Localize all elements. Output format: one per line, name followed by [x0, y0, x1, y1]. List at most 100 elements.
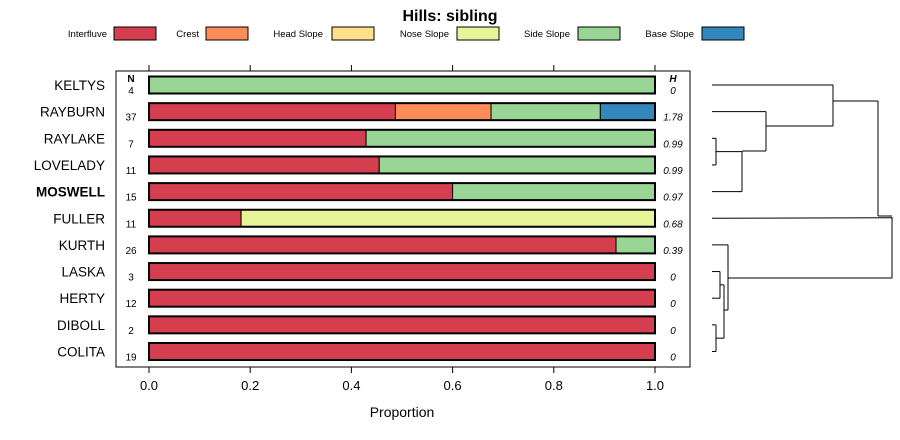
row-h-value: 0	[670, 273, 676, 284]
bar-segment-interfluve	[148, 155, 380, 174]
row-h-value: 0.39	[663, 246, 683, 257]
bar-segment-side-slope	[490, 102, 601, 121]
row-n-value: 15	[125, 193, 137, 204]
bar-outline	[148, 342, 656, 361]
row-h-value: 1.78	[663, 113, 683, 124]
bar-segment-side-slope	[452, 182, 656, 201]
bar-outline	[148, 155, 656, 175]
row-n-value: 37	[125, 113, 137, 124]
bar-row-fuller: FULLER 11 0.68	[53, 208, 683, 230]
row-label: RAYBURN	[40, 105, 105, 120]
row-n-value: 2	[128, 326, 134, 337]
legend-swatch-base-slope	[701, 26, 745, 41]
bar-outline	[148, 182, 656, 202]
row-h-value: 0	[670, 299, 676, 310]
x-axis-label: Proportion	[370, 404, 435, 420]
row-h-value: 0.97	[663, 193, 683, 204]
bar-segment-interfluve	[148, 235, 617, 254]
bar-outline	[148, 75, 656, 95]
bar-segment-interfluve	[148, 315, 656, 334]
bar-row-moswell: MOSWELL 15 0.97	[36, 182, 683, 204]
bar-outline	[148, 262, 656, 282]
bar-segment-interfluve	[148, 342, 656, 361]
row-label: HERTY	[59, 291, 105, 306]
row-label: LOVELADY	[34, 158, 105, 173]
row-n-value: 11	[126, 219, 137, 230]
row-label: MOSWELL	[36, 185, 105, 200]
legend-swatch-head-slope	[331, 26, 375, 41]
row-label: FULLER	[53, 211, 105, 226]
chart-title: Hills: sibling	[402, 8, 497, 25]
row-n-value: 3	[128, 273, 134, 284]
bar-row-laska: LASKA 3 0	[61, 262, 676, 284]
bar-segment-interfluve	[148, 262, 656, 281]
legend-label-side-slope: Side Slope	[524, 29, 570, 40]
row-n-value: 26	[125, 246, 137, 257]
row-label: COLITA	[57, 345, 105, 360]
x-axis: 0.0 0.2 0.4 0.6 0.8 1.0	[140, 65, 664, 393]
x-tick-label: 0.0	[140, 378, 158, 393]
bar-segment-crest	[394, 102, 492, 121]
dendrogram	[711, 84, 893, 352]
legend-label-nose-slope: Nose Slope	[400, 29, 449, 40]
legend-swatch-crest	[205, 26, 249, 41]
bar-outline	[148, 208, 656, 228]
n-column-header: N	[127, 74, 134, 85]
row-n-value: 7	[128, 139, 134, 150]
row-h-value: 0.99	[663, 166, 683, 177]
bar-row-herty: HERTY 12 0	[59, 288, 676, 310]
bar-segment-interfluve	[148, 209, 242, 228]
plot-frame	[115, 70, 691, 368]
bar-row-raylake: RAYLAKE 7 0.99	[44, 128, 683, 150]
bar-segment-nose-slope	[240, 209, 656, 228]
legend-swatch-interfluve	[113, 26, 157, 41]
bar-segment-base-slope	[599, 102, 656, 121]
bar-segment-side-slope	[378, 155, 656, 174]
x-tick-label: 0.2	[241, 378, 259, 393]
legend-swatch-nose-slope	[456, 26, 500, 41]
bar-segment-interfluve	[148, 289, 656, 308]
legend-label-crest: Crest	[176, 29, 199, 40]
row-label: DIBOLL	[57, 318, 106, 333]
row-label: LASKA	[61, 265, 105, 280]
row-h-value: 0	[670, 353, 676, 364]
bar-row-rayburn: RAYBURN 37 1.78	[40, 102, 683, 124]
x-tick-label: 0.4	[342, 378, 360, 393]
bar-segment-side-slope	[148, 76, 656, 94]
row-h-value: 0	[670, 326, 676, 337]
bar-row-keltys: KELTYS 4 0	[54, 75, 676, 97]
bar-row-lovelady: LOVELADY 11 0.99	[34, 155, 683, 177]
bar-outline	[148, 315, 656, 335]
bar-outline	[148, 235, 656, 255]
row-label: RAYLAKE	[44, 131, 105, 146]
x-tick-label: 0.6	[444, 378, 462, 393]
legend-label-base-slope: Base Slope	[645, 29, 694, 40]
row-n-value: 19	[125, 353, 137, 364]
row-label: KELTYS	[54, 78, 105, 93]
bar-segment-side-slope	[365, 129, 656, 148]
legend-swatch-side-slope	[577, 26, 621, 41]
bar-row-colita: COLITA 19 0	[57, 342, 676, 364]
legend: Interfluve Crest Head Slope Nose Slope Side …	[68, 26, 745, 41]
row-n-value: 12	[125, 299, 137, 310]
bar-segment-interfluve	[148, 102, 396, 121]
legend-label-head-slope: Head Slope	[273, 29, 323, 40]
bar-segment-interfluve	[148, 129, 367, 148]
x-tick-label: 0.8	[545, 378, 563, 393]
dendrogram-branch	[711, 217, 893, 219]
bar-segment-side-slope	[615, 235, 656, 254]
row-n-value: 4	[128, 86, 134, 97]
row-h-value: 0.99	[663, 139, 683, 150]
x-tick-label: 1.0	[646, 378, 664, 393]
bar-segment-interfluve	[148, 182, 454, 201]
bar-row-diboll: DIBOLL 2 0	[57, 315, 676, 337]
bar-outline	[148, 128, 656, 148]
row-h-value: 0	[670, 86, 676, 97]
row-n-value: 11	[126, 166, 137, 177]
bar-row-kurth: KURTH 26 0.39	[59, 235, 683, 257]
row-label: KURTH	[59, 238, 105, 253]
h-column-header: H	[669, 74, 677, 85]
row-h-value: 0.68	[663, 219, 683, 230]
